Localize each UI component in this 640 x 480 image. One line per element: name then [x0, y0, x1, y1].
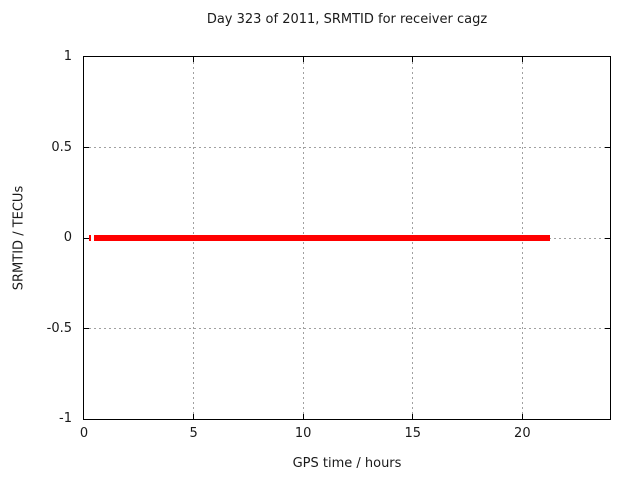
y-gridline — [84, 328, 610, 329]
y-tick-mark-right — [605, 328, 610, 329]
y-tick-mark-right — [605, 237, 610, 239]
y-tick-mark-left — [84, 147, 89, 148]
x-tick-label: 0 — [79, 426, 89, 441]
y-gridline — [84, 147, 610, 148]
x-tick-mark-top — [521, 57, 523, 62]
y-tick-label: 1 — [63, 49, 72, 64]
x-tick-label: 5 — [189, 426, 198, 441]
data-series-srmtid — [89, 235, 92, 241]
y-tick-label: 0 — [63, 230, 72, 245]
y-tick-mark-right — [605, 147, 610, 148]
x-tick-mark-bottom — [521, 414, 523, 419]
x-tick-label: 10 — [294, 426, 312, 441]
chart-title: Day 323 of 2011, SRMTID for receiver cag… — [206, 12, 488, 27]
y-tick-label: -0.5 — [46, 320, 72, 336]
x-tick-mark-bottom — [412, 414, 414, 419]
data-series-srmtid — [93, 235, 550, 241]
x-axis-label: GPS time / hours — [292, 456, 402, 471]
x-tick-label: 15 — [404, 426, 422, 441]
x-tick-mark-top — [412, 57, 414, 62]
x-tick-mark-top — [193, 57, 195, 62]
y-tick-label: 0.5 — [51, 139, 72, 155]
x-tick-label: 20 — [514, 426, 531, 441]
y-tick-label: -1 — [59, 411, 72, 426]
x-tick-mark-top — [302, 57, 304, 62]
y-tick-mark-left — [84, 328, 89, 329]
x-tick-mark-bottom — [302, 414, 304, 419]
y-tick-mark-left — [84, 237, 89, 239]
plot-area — [83, 56, 611, 420]
x-tick-mark-bottom — [193, 414, 195, 419]
